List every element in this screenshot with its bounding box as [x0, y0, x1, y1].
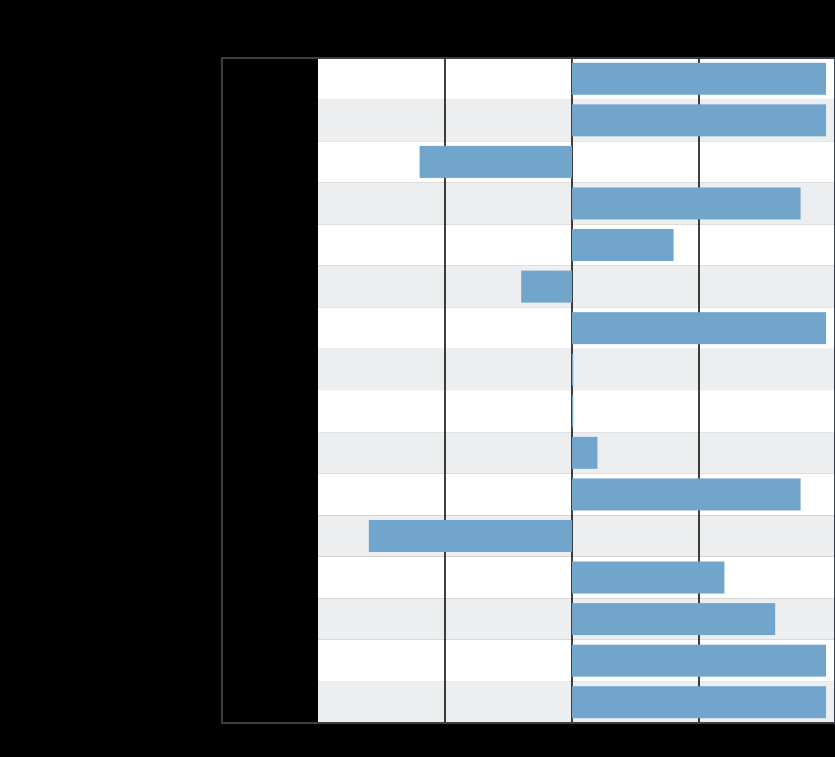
row-band — [318, 390, 835, 433]
bar — [572, 353, 574, 386]
bar — [572, 187, 801, 220]
plot-frame — [221, 57, 835, 724]
row-band — [318, 265, 835, 308]
category-label-panel — [222, 58, 318, 723]
bar — [572, 62, 826, 95]
bar — [572, 644, 826, 677]
bar — [572, 436, 598, 469]
bar — [368, 519, 572, 552]
bar — [572, 603, 776, 636]
bar — [572, 229, 674, 262]
bar — [521, 270, 572, 303]
row-band — [318, 141, 835, 183]
bar — [572, 104, 826, 137]
bars — [368, 62, 826, 719]
row-band — [318, 348, 835, 391]
bar — [572, 686, 826, 719]
bar — [572, 478, 801, 511]
bar — [572, 312, 826, 345]
bar — [572, 395, 574, 428]
bar — [419, 145, 572, 178]
bar — [572, 561, 725, 594]
